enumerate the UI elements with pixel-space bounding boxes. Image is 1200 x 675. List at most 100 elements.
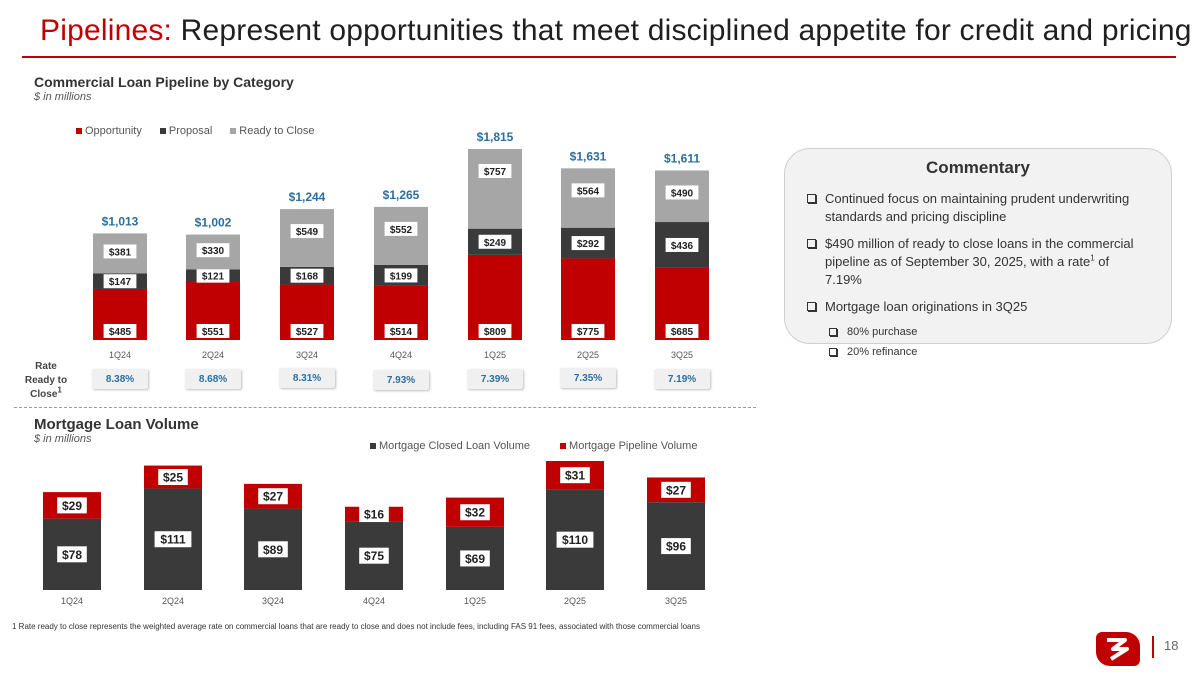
rate-box-2q25: 7.35% bbox=[560, 368, 616, 388]
commercial-pipeline-chart: $485 $147 $381 $1,013 1Q24 $551 $121 $330 $1,002… bbox=[93, 130, 709, 360]
mortgage-legend: Mortgage Closed Loan Volume Mortgage Pip… bbox=[370, 440, 697, 452]
data-label-box-mortgage-closed-loan-volume-3q24 bbox=[258, 541, 288, 558]
commentary-sub-bullet-1: 80% purchase bbox=[829, 325, 1149, 339]
commentary-bullet-1-text: Continued focus on maintaining prudent u… bbox=[825, 191, 1130, 224]
data-label-opportunity-3q24: $527 bbox=[296, 327, 319, 338]
rate-row-label: Rate Ready to Close1 bbox=[12, 360, 80, 402]
data-label-ready-to-close-2q24: $330 bbox=[202, 246, 225, 257]
data-label-mortgage-closed-loan-volume-2q24: $111 bbox=[160, 533, 186, 547]
data-label-box-opportunity-2q24 bbox=[196, 324, 230, 338]
data-label-box-ready-to-close-2q24 bbox=[196, 243, 230, 258]
section-divider bbox=[14, 407, 756, 408]
commercial-section-subtitle: $ in millions bbox=[34, 91, 92, 103]
data-label-mortgage-closed-loan-volume-3q25: $96 bbox=[666, 540, 686, 554]
data-label-box-opportunity-1q25 bbox=[478, 324, 512, 338]
legend-swatch-opportunity bbox=[76, 128, 82, 134]
data-label-box-ready-to-close-1q24 bbox=[103, 244, 137, 259]
data-label-ready-to-close-4q24: $552 bbox=[390, 225, 413, 236]
data-label-mortgage-pipeline-volume-1q25: $32 bbox=[465, 506, 485, 520]
total-label-1q24: $1,013 bbox=[102, 214, 139, 228]
data-label-box-proposal-2q25 bbox=[571, 236, 605, 251]
data-label-box-opportunity-3q25 bbox=[665, 324, 699, 338]
data-label-mortgage-pipeline-volume-1q24: $29 bbox=[62, 499, 82, 513]
data-label-box-opportunity-2q25 bbox=[571, 324, 605, 338]
legend-swatch-ready-to-close bbox=[230, 128, 237, 134]
data-label-box-opportunity-3q24 bbox=[290, 324, 324, 338]
commentary-bullet-2-post: of 7.19% bbox=[825, 254, 1110, 287]
x-tick-mortgage-1q25: 1Q25 bbox=[464, 596, 486, 606]
commentary-bullet-3: Mortgage loan originations in 3Q25 bbox=[807, 298, 1149, 316]
data-label-ready-to-close-2q25: $564 bbox=[577, 186, 600, 197]
legend-swatch-pipeline-volume bbox=[560, 443, 567, 449]
commentary-title: Commentary bbox=[926, 158, 1030, 177]
data-label-proposal-3q24: $168 bbox=[296, 272, 319, 283]
mortgage-section-subtitle: $ in millions bbox=[34, 433, 92, 445]
x-tick-2q24: 2Q24 bbox=[202, 350, 224, 360]
commentary-sub-bullet-2-text: 20% refinance bbox=[847, 346, 918, 358]
data-label-mortgage-pipeline-volume-2q25: $31 bbox=[565, 469, 585, 483]
title-rule bbox=[22, 56, 1176, 58]
square-bullet-icon bbox=[829, 348, 837, 356]
square-bullet-icon bbox=[829, 328, 837, 336]
data-label-ready-to-close-3q24: $549 bbox=[296, 227, 319, 238]
data-label-ready-to-close-1q24: $381 bbox=[109, 247, 132, 258]
company-logo bbox=[1096, 632, 1140, 666]
data-label-mortgage-closed-loan-volume-3q24: $89 bbox=[263, 543, 283, 557]
data-label-mortgage-closed-loan-volume-1q24: $78 bbox=[62, 548, 82, 562]
data-label-box-mortgage-pipeline-volume-2q24 bbox=[158, 469, 188, 486]
total-label-2q25: $1,631 bbox=[570, 149, 607, 163]
slide-title: Pipelines: Represent opportunities that … bbox=[40, 14, 1192, 48]
commentary-sub-bullet-2: 20% refinance bbox=[829, 345, 1149, 359]
data-label-box-mortgage-pipeline-volume-1q24 bbox=[57, 497, 87, 514]
bar-ready-to-close-2q25 bbox=[561, 168, 615, 228]
rate-box-3q24: 8.31% bbox=[279, 368, 335, 388]
footer-accent-bar bbox=[1152, 636, 1154, 658]
data-label-box-ready-to-close-3q24 bbox=[290, 224, 324, 239]
data-label-box-mortgage-closed-loan-volume-1q24 bbox=[57, 546, 87, 563]
x-tick-mortgage-1q24: 1Q24 bbox=[61, 596, 83, 606]
legend-swatch-closed-volume bbox=[370, 443, 376, 449]
data-label-box-proposal-3q25 bbox=[665, 237, 699, 252]
x-tick-mortgage-3q25: 3Q25 bbox=[665, 596, 687, 606]
commentary-list: Continued focus on maintaining prudent u… bbox=[807, 190, 1149, 359]
legend-item-closed-volume: Mortgage Closed Loan Volume bbox=[370, 440, 530, 452]
commentary-sub-bullet-1-text: 80% purchase bbox=[847, 326, 918, 338]
data-label-mortgage-pipeline-volume-3q24: $27 bbox=[263, 490, 283, 504]
data-label-box-mortgage-pipeline-volume-2q25 bbox=[560, 467, 590, 484]
data-label-box-mortgage-pipeline-volume-1q25 bbox=[460, 504, 490, 521]
total-label-2q24: $1,002 bbox=[195, 216, 232, 230]
data-label-proposal-1q25: $249 bbox=[484, 238, 507, 249]
bar-ready-to-close-1q25 bbox=[468, 149, 522, 229]
x-tick-4q24: 4Q24 bbox=[390, 350, 412, 360]
title-accent: Pipelines: bbox=[40, 14, 173, 47]
mortgage-volume-chart: $78 $29 1Q24 $111 $25 2Q24 $89 $27 3Q24 $75 $16 4Q2… bbox=[43, 461, 705, 606]
data-label-box-mortgage-closed-loan-volume-4q24 bbox=[359, 547, 389, 564]
data-label-box-mortgage-closed-loan-volume-2q24 bbox=[154, 531, 192, 548]
data-label-mortgage-closed-loan-volume-2q25: $110 bbox=[562, 533, 588, 547]
x-tick-3q24: 3Q24 bbox=[296, 350, 318, 360]
commentary-bullet-1: Continued focus on maintaining prudent u… bbox=[807, 190, 1149, 226]
data-label-ready-to-close-1q25: $757 bbox=[484, 167, 507, 178]
logo-mark-icon bbox=[1107, 638, 1129, 661]
legend-label-proposal: Proposal bbox=[168, 125, 213, 137]
total-label-3q24: $1,244 bbox=[289, 190, 326, 204]
legend-label-pipeline-volume: Mortgage Pipeline Volume bbox=[569, 440, 698, 452]
data-label-box-opportunity-1q24 bbox=[103, 324, 137, 338]
data-label-opportunity-1q25: $809 bbox=[484, 327, 507, 338]
x-tick-1q25: 1Q25 bbox=[484, 350, 506, 360]
total-label-3q25: $1,611 bbox=[664, 151, 700, 165]
data-label-proposal-3q25: $436 bbox=[671, 241, 694, 252]
commentary-box: Commentary Continued focus on maintainin… bbox=[784, 148, 1172, 358]
rate-label-line1: Rate bbox=[35, 361, 57, 372]
legend-item-opportunity: Opportunity bbox=[76, 125, 142, 137]
total-label-4q24: $1,265 bbox=[383, 188, 420, 202]
data-label-box-mortgage-pipeline-volume-4q24 bbox=[359, 506, 389, 523]
rate-box-4q24: 7.93% bbox=[373, 370, 429, 390]
data-label-opportunity-1q24: $485 bbox=[109, 327, 132, 338]
rate-label-footnote-mark: 1 bbox=[57, 385, 62, 395]
legend-label-closed-volume: Mortgage Closed Loan Volume bbox=[379, 440, 531, 452]
data-label-box-opportunity-4q24 bbox=[384, 324, 418, 338]
data-label-ready-to-close-3q25: $490 bbox=[671, 188, 694, 199]
data-label-proposal-2q24: $121 bbox=[202, 272, 225, 283]
commercial-section-title: Commercial Loan Pipeline by Category bbox=[34, 74, 294, 90]
